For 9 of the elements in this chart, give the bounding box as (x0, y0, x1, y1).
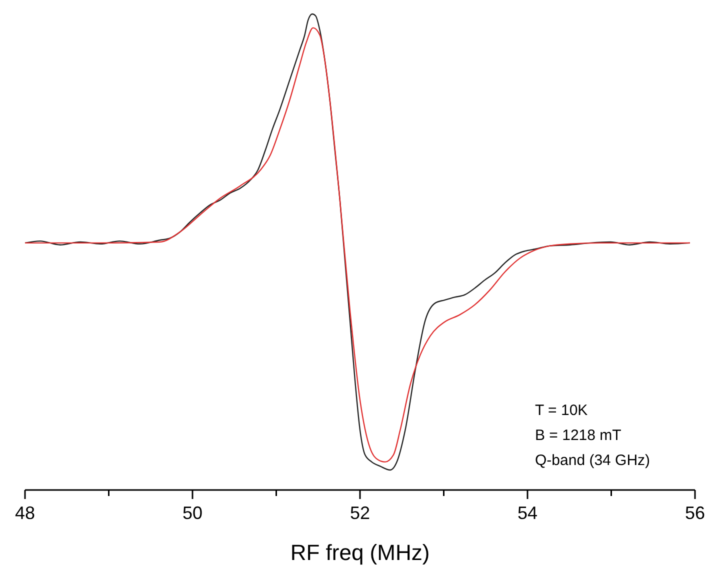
x-tick-label: 48 (14, 503, 36, 523)
annotation: T = 10K (535, 402, 588, 419)
annotation: B = 1218 mT (535, 427, 622, 444)
x-tick-label: 50 (182, 503, 203, 523)
x-axis-title: RF freq (MHz) (290, 540, 430, 565)
annotation: Q-band (34 GHz) (535, 452, 650, 469)
x-tick-label: 56 (684, 503, 706, 523)
x-tick-label: 54 (517, 503, 538, 523)
x-tick-label: 52 (350, 503, 370, 523)
